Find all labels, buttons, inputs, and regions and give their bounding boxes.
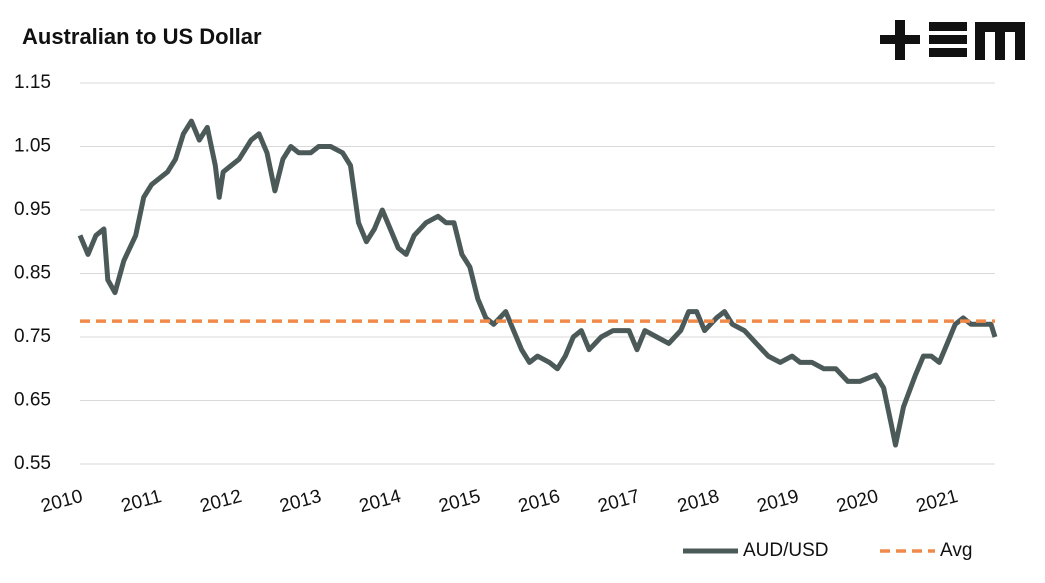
x-tick-label: 2015 bbox=[437, 486, 483, 517]
x-tick-label: 2011 bbox=[119, 486, 164, 517]
logo bbox=[880, 20, 1025, 60]
y-tick-label: 0.55 bbox=[14, 453, 51, 474]
x-tick-label: 2017 bbox=[596, 486, 642, 517]
x-tick-label: 2018 bbox=[675, 486, 721, 517]
y-tick-label: 1.15 bbox=[14, 72, 51, 93]
y-tick-label: 0.95 bbox=[14, 199, 51, 220]
y-tick-label: 0.85 bbox=[14, 263, 51, 284]
legend-label: Avg bbox=[940, 540, 972, 561]
x-tick-label: 2020 bbox=[834, 486, 880, 517]
y-tick-label: 0.65 bbox=[14, 390, 51, 411]
x-tick-label: 2012 bbox=[198, 486, 244, 517]
x-tick-label: 2010 bbox=[39, 486, 85, 517]
x-tick-label: 2021 bbox=[914, 486, 960, 517]
x-tick-label: 2013 bbox=[277, 486, 323, 517]
x-tick-label: 2016 bbox=[516, 486, 562, 517]
x-tick-label: 2019 bbox=[755, 486, 801, 517]
x-tick-label: 2014 bbox=[357, 486, 404, 517]
data-line bbox=[77, 118, 998, 448]
chart-title: Australian to US Dollar bbox=[22, 24, 262, 49]
y-tick-label: 1.05 bbox=[14, 136, 51, 157]
y-tick-label: 0.75 bbox=[14, 326, 51, 347]
legend-label: AUD/USD bbox=[743, 540, 829, 561]
